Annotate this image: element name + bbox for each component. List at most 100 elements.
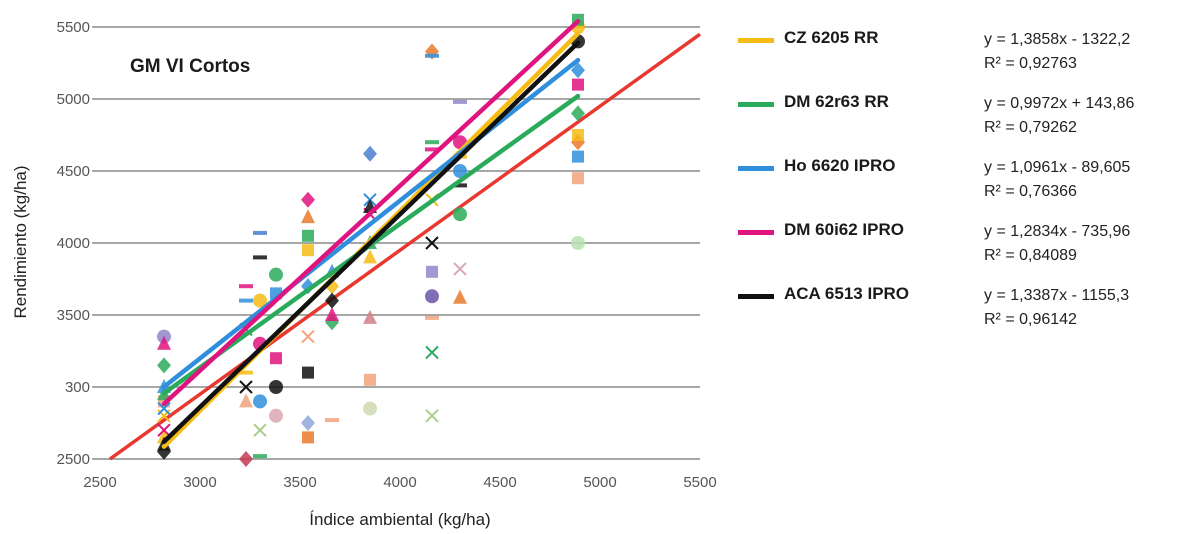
regression-equation: y = 1,3387x - 1155,3 <box>984 287 1130 304</box>
x-tick-labels: 2500 3000 3500 4000 4500 5000 5500 <box>83 474 716 491</box>
legend-label: DM 60i62 IPRO <box>784 220 904 239</box>
data-point <box>269 408 283 423</box>
regression-equation: y = 1,0961x - 89,605 <box>984 159 1131 176</box>
data-point <box>157 423 171 437</box>
fit-line <box>161 57 581 390</box>
y-tick-label: 2500 <box>57 451 90 468</box>
x-tick-label: 4000 <box>383 474 416 491</box>
data-point <box>572 150 584 163</box>
data-point <box>453 262 467 276</box>
data-point <box>302 366 314 379</box>
r-squared: R² = 0,92763 <box>984 55 1077 72</box>
y-tick-label: 4500 <box>57 163 90 180</box>
y-tick-label: 300 <box>65 379 90 396</box>
legend-label: DM 62r63 RR <box>784 92 889 111</box>
data-point <box>253 394 267 409</box>
data-point <box>253 454 267 459</box>
legend: CZ 6205 RR y = 1,3858x - 1322,2 R² = 0,927… <box>738 28 1168 348</box>
reference-line-layer <box>108 32 702 461</box>
data-point <box>302 244 314 257</box>
data-point <box>453 183 467 188</box>
data-point <box>269 380 283 394</box>
y-axis-title: Rendimiento (kg/ha) <box>11 165 30 318</box>
data-point <box>253 230 267 235</box>
legend-equation: y = 1,3858x - 1322,2 R² = 0,92763 <box>984 28 1130 76</box>
legend-swatch <box>738 294 774 299</box>
data-point <box>425 53 439 58</box>
data-point <box>571 105 585 122</box>
x-tick-label: 3500 <box>283 474 316 491</box>
data-point <box>239 370 253 375</box>
data-point <box>363 249 377 264</box>
x-tick-label: 3000 <box>183 474 216 491</box>
data-point <box>425 409 439 423</box>
data-point <box>325 292 339 309</box>
legend-label: ACA 6513 IPRO <box>784 284 910 303</box>
data-point <box>157 335 171 350</box>
data-point <box>363 401 377 416</box>
data-point <box>425 147 439 152</box>
data-point <box>453 99 467 104</box>
data-point <box>157 357 171 374</box>
scatter-chart: 2500 300 3500 4000 4500 5000 5500 2500 3000 3500… <box>11 13 717 529</box>
gridlines <box>92 26 700 460</box>
data-point <box>572 129 584 141</box>
data-point <box>572 172 584 185</box>
x-tick-label: 5000 <box>583 474 616 491</box>
legend-item: DM 60i62 IPRO y = 1,2834x - 735,96 R² = 0,… <box>738 220 1168 284</box>
data-point <box>302 229 314 242</box>
data-point <box>239 284 253 289</box>
legend-equation: y = 0,9972x + 143,86 R² = 0,79262 <box>984 92 1134 140</box>
x-tick-label: 2500 <box>83 474 116 491</box>
y-tick-label: 5500 <box>57 19 90 36</box>
data-point <box>253 423 267 437</box>
legend-swatch <box>738 102 774 107</box>
data-point <box>270 352 282 365</box>
data-point <box>425 236 439 250</box>
legend-swatch <box>738 38 774 43</box>
regression-equation: y = 0,9972x + 143,86 <box>984 95 1135 112</box>
r-squared: R² = 0,76366 <box>984 183 1077 200</box>
y-tick-label: 4000 <box>57 235 90 252</box>
data-point <box>239 393 253 408</box>
data-point <box>425 140 439 145</box>
data-point <box>453 207 467 222</box>
data-point <box>571 236 585 250</box>
regression-equation: y = 1,2834x - 735,96 <box>984 223 1131 240</box>
data-point <box>363 145 377 162</box>
x-tick-label: 4500 <box>483 474 516 491</box>
y-tick-labels: 2500 300 3500 4000 4500 5000 5500 <box>57 19 90 468</box>
data-point <box>572 78 584 91</box>
data-point <box>325 307 339 321</box>
data-point <box>425 315 439 320</box>
legend-equation: y = 1,3387x - 1155,3 R² = 0,96142 <box>984 284 1129 332</box>
data-point <box>301 191 315 208</box>
x-tick-label: 5500 <box>683 474 716 491</box>
data-point <box>325 418 339 423</box>
data-point <box>253 255 267 260</box>
data-point <box>269 267 283 282</box>
y-tick-label: 3500 <box>57 307 90 324</box>
data-point <box>239 380 253 394</box>
data-point <box>253 293 267 308</box>
r-squared: R² = 0,84089 <box>984 247 1077 264</box>
data-point <box>426 265 438 278</box>
legend-equation: y = 1,0961x - 89,605 R² = 0,76366 <box>984 156 1130 204</box>
reference-line <box>108 32 702 461</box>
data-point <box>364 373 376 386</box>
legend-label: CZ 6205 RR <box>784 28 879 47</box>
data-point <box>571 62 585 79</box>
r-squared: R² = 0,79262 <box>984 119 1077 136</box>
legend-swatch <box>738 166 774 171</box>
data-point <box>453 289 467 304</box>
legend-label: Ho 6620 IPRO <box>784 156 896 175</box>
regression-equation: y = 1,3858x - 1322,2 <box>984 31 1131 48</box>
chart-title: GM VI Cortos <box>130 56 250 77</box>
fit-line <box>161 40 581 444</box>
fit-line <box>161 18 581 407</box>
legend-item: ACA 6513 IPRO y = 1,3387x - 1155,3 R² = 0,… <box>738 284 1168 348</box>
fit-lines-layer <box>161 18 581 449</box>
data-point <box>301 209 315 224</box>
data-point <box>239 298 253 303</box>
data-point <box>239 451 253 467</box>
